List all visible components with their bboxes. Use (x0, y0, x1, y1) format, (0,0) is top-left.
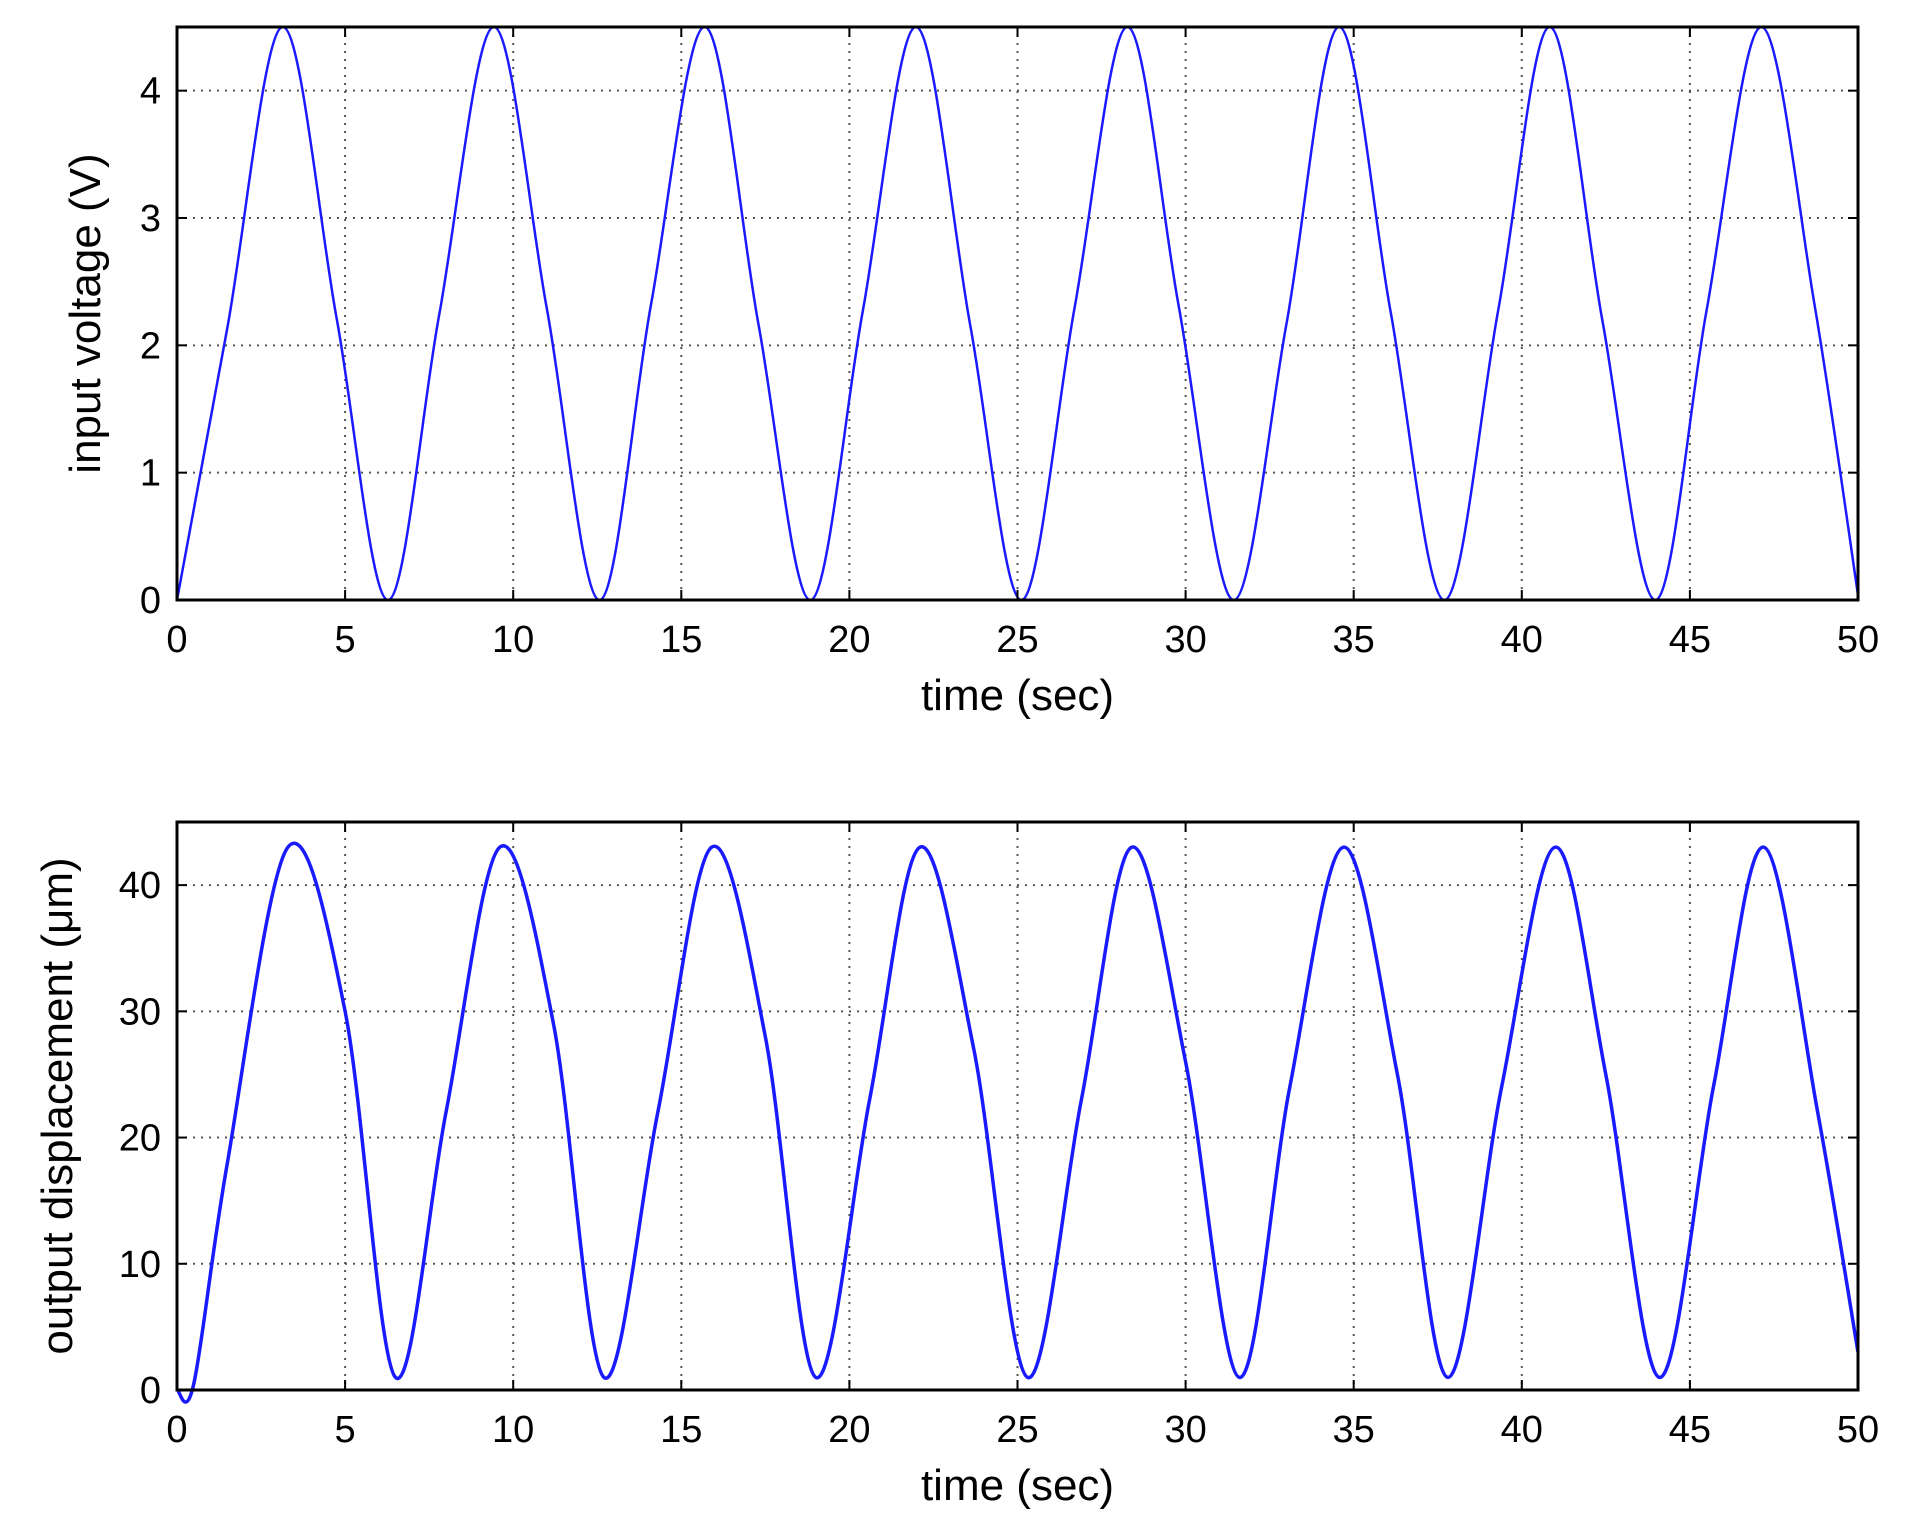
y-tick-label: 10 (119, 1244, 161, 1286)
y-tick-label: 1 (140, 453, 161, 495)
x-tick-label: 10 (492, 619, 534, 661)
top-chart-ticks (176, 27, 1859, 601)
x-tick-label: 25 (996, 1409, 1038, 1451)
bottom-chart-x-tick-labels: 0 5 10 15 20 25 30 35 40 45 50 (166, 1409, 1879, 1451)
x-tick-label: 45 (1669, 1409, 1711, 1451)
bottom-chart-x-axis-label: time (sec) (921, 1461, 1114, 1510)
x-tick-label: 35 (1333, 619, 1375, 661)
bottom-chart-grid (177, 822, 1858, 1390)
x-tick-label: 50 (1837, 619, 1879, 661)
top-chart: 0 5 10 15 20 25 30 35 40 45 50 0 1 2 3 4 time (sec) in… (61, 25, 1879, 720)
top-chart-y-axis-label: input voltage (V) (61, 153, 110, 473)
x-tick-label: 30 (1164, 619, 1206, 661)
x-tick-label: 10 (492, 1409, 534, 1451)
bottom-chart-y-tick-labels: 0 10 20 30 40 (119, 865, 161, 1412)
bottom-chart-plot (175, 841, 1860, 1404)
y-tick-label: 0 (140, 1370, 161, 1412)
x-tick-label: 5 (335, 1409, 356, 1451)
x-tick-label: 15 (660, 619, 702, 661)
x-tick-label: 45 (1669, 619, 1711, 661)
x-tick-label: 30 (1164, 1409, 1206, 1451)
bottom-chart-ticks (176, 822, 1859, 1391)
x-tick-label: 50 (1837, 1409, 1879, 1451)
top-chart-y-tick-labels: 0 1 2 3 4 (140, 71, 161, 622)
x-tick-label: 20 (828, 1409, 870, 1451)
y-tick-label: 4 (140, 71, 161, 113)
x-tick-label: 0 (166, 619, 187, 661)
x-tick-label: 15 (660, 1409, 702, 1451)
x-tick-label: 35 (1333, 1409, 1375, 1451)
y-tick-label: 0 (140, 580, 161, 622)
bottom-chart-y-axis-label: output displacement (μm) (33, 857, 82, 1354)
top-chart-x-tick-labels: 0 5 10 15 20 25 30 35 40 45 50 (166, 619, 1879, 661)
bottom-chart: 0 5 10 15 20 25 30 35 40 45 50 0 10 20 30 40 time (sec… (33, 820, 1879, 1510)
y-tick-label: 20 (119, 1118, 161, 1160)
x-tick-label: 40 (1501, 1409, 1543, 1451)
top-chart-grid (177, 27, 1858, 600)
x-tick-label: 40 (1501, 619, 1543, 661)
y-tick-label: 2 (140, 325, 161, 367)
y-tick-label: 3 (140, 198, 161, 240)
top-chart-x-axis-label: time (sec) (921, 671, 1114, 720)
x-tick-label: 5 (335, 619, 356, 661)
series-line-0 (175, 841, 1860, 1404)
x-tick-label: 20 (828, 619, 870, 661)
y-tick-label: 40 (119, 865, 161, 907)
y-tick-label: 30 (119, 991, 161, 1033)
x-tick-label: 25 (996, 619, 1038, 661)
x-tick-label: 0 (166, 1409, 187, 1451)
